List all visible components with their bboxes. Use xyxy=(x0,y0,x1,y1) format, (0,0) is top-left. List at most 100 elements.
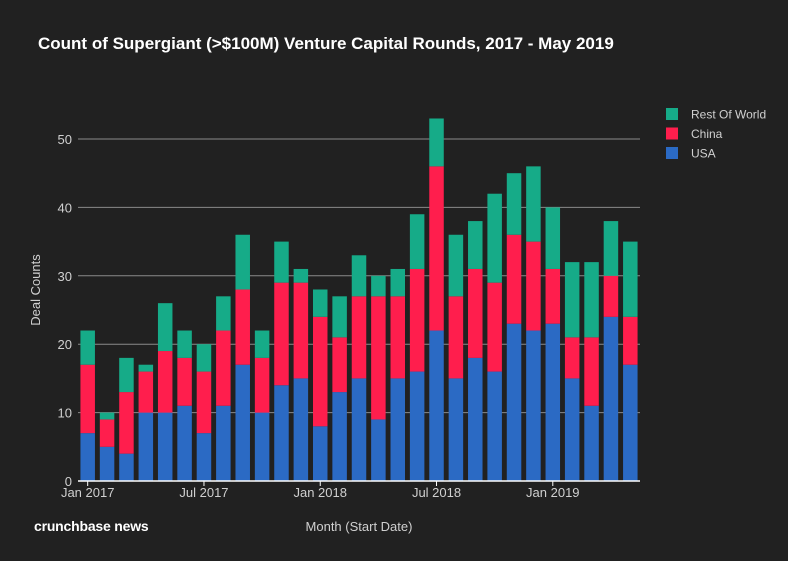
y-tick-label: 50 xyxy=(58,132,72,147)
bar-rest-of-world xyxy=(390,268,406,297)
bar-china xyxy=(487,282,502,372)
bar-china xyxy=(235,289,250,365)
bar-china xyxy=(196,371,212,434)
bar-usa xyxy=(138,412,154,481)
bar-rest-of-world xyxy=(138,364,154,372)
bar-rest-of-world xyxy=(351,255,367,297)
bar-rest-of-world xyxy=(526,166,541,242)
bar-rest-of-world xyxy=(119,357,134,393)
bar-usa xyxy=(429,330,444,481)
legend-swatch xyxy=(666,147,678,159)
bar-usa xyxy=(235,364,250,481)
bar-usa xyxy=(371,419,386,481)
bar-rest-of-world xyxy=(603,221,619,276)
bar-rest-of-world xyxy=(371,275,386,297)
bar-china xyxy=(293,282,309,379)
bar-rest-of-world xyxy=(564,262,580,338)
bar-china xyxy=(623,316,638,365)
bar-usa xyxy=(448,378,464,481)
bar-usa xyxy=(584,405,599,481)
bar-china xyxy=(371,296,386,420)
bar-rest-of-world xyxy=(312,289,328,317)
legend-label: USA xyxy=(691,147,716,161)
bar-rest-of-world xyxy=(448,234,464,297)
legend: Rest Of World China USA xyxy=(666,108,766,161)
bar-china xyxy=(351,296,367,379)
crunchbase-news-logo: crunchbase news xyxy=(34,518,149,534)
x-tick-label: Jan 2018 xyxy=(293,485,347,500)
legend-swatch xyxy=(666,127,678,140)
bar-china xyxy=(468,268,483,358)
bar-rest-of-world xyxy=(196,344,212,372)
x-tick-label: Jan 2019 xyxy=(526,485,580,500)
bar-usa xyxy=(177,405,192,481)
bar-china xyxy=(312,316,328,427)
bar-usa xyxy=(545,323,561,481)
bar-rest-of-world xyxy=(409,214,425,269)
bar-china xyxy=(390,296,406,379)
x-axis-ticks: Jan 2017 Jul 2017 Jan 2018 Jul 2018 Jan 2019 xyxy=(61,481,580,500)
bar-china xyxy=(526,241,541,331)
chart-title: Count of Supergiant (>$100M) Venture Cap… xyxy=(38,34,614,53)
bar-usa xyxy=(409,371,425,481)
bar-usa xyxy=(274,385,289,481)
x-tick-label: Jan 2017 xyxy=(61,485,115,500)
bar-china xyxy=(119,392,134,454)
bar-rest-of-world xyxy=(177,330,192,358)
y-tick-label: 10 xyxy=(58,406,72,421)
bar-china xyxy=(177,357,192,406)
bar-rest-of-world xyxy=(332,296,347,338)
bar-rest-of-world xyxy=(487,193,502,283)
bar-usa xyxy=(468,357,483,481)
legend-label: Rest Of World xyxy=(691,108,766,122)
bar-rest-of-world xyxy=(274,241,289,283)
bar-china xyxy=(80,364,95,434)
x-axis-label: Month (Start Date) xyxy=(306,519,413,534)
bar-usa xyxy=(80,433,95,481)
bar-usa xyxy=(196,433,212,481)
bar-rest-of-world xyxy=(623,241,638,317)
bar-rest-of-world xyxy=(254,330,270,358)
bar-rest-of-world xyxy=(99,412,115,420)
y-tick-label: 40 xyxy=(58,200,72,215)
legend-label: China xyxy=(691,127,723,141)
bar-usa xyxy=(99,446,115,481)
bar-usa xyxy=(254,412,270,481)
bar-usa xyxy=(332,392,347,481)
bar-china xyxy=(99,419,115,447)
bar-rest-of-world xyxy=(545,207,561,269)
y-tick-label: 20 xyxy=(58,337,72,352)
bar-rest-of-world xyxy=(157,303,173,352)
bar-usa xyxy=(623,364,638,481)
bar-china xyxy=(157,351,173,413)
bar-rest-of-world xyxy=(80,330,95,365)
bar-usa xyxy=(506,323,522,481)
bar-china xyxy=(216,330,231,406)
bar-rest-of-world xyxy=(235,234,250,290)
bar-usa xyxy=(564,378,580,481)
bar-usa xyxy=(526,330,541,481)
bar-china xyxy=(429,166,444,331)
bars xyxy=(80,118,638,481)
bar-rest-of-world xyxy=(293,268,309,283)
bar-rest-of-world xyxy=(506,173,522,235)
bar-usa xyxy=(351,378,367,481)
bar-china xyxy=(448,296,464,379)
bar-usa xyxy=(390,378,406,481)
bar-rest-of-world xyxy=(429,118,444,167)
bar-china xyxy=(254,357,270,413)
bar-usa xyxy=(216,405,231,481)
bar-usa xyxy=(487,371,502,481)
x-tick-label: Jul 2018 xyxy=(412,485,461,500)
bar-china xyxy=(603,275,619,317)
bar-usa xyxy=(603,316,619,481)
bar-china xyxy=(274,282,289,386)
bar-china xyxy=(332,337,347,393)
bar-rest-of-world xyxy=(468,221,483,269)
bar-china xyxy=(409,268,425,372)
y-tick-label: 0 xyxy=(65,474,72,489)
bar-usa xyxy=(119,453,134,481)
y-axis-label: Deal Counts xyxy=(28,254,43,326)
bar-rest-of-world xyxy=(584,262,599,338)
